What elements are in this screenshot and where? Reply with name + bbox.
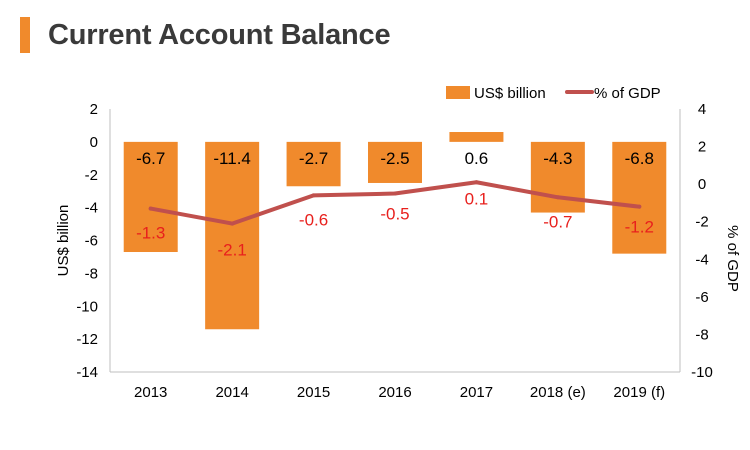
gdp-line-point: [637, 204, 642, 209]
gdp-line-point: [230, 221, 235, 226]
y-left-tick-label: -12: [76, 331, 98, 348]
bar-data-label: -2.7: [299, 149, 328, 168]
x-tick-label: 2019 (f): [613, 384, 665, 401]
y-left-tick-label: -2: [85, 167, 98, 184]
title-accent-bar: [20, 17, 30, 53]
line-data-label: -0.5: [380, 205, 409, 224]
y-left-axis-title: US$ billion: [55, 205, 72, 277]
bar-data-label: -6.8: [625, 149, 654, 168]
chart-title: Current Account Balance: [48, 18, 391, 51]
y-left-tick-label: -4: [85, 200, 98, 217]
title-block: Current Account Balance: [20, 16, 391, 54]
x-tick-label: 2018 (e): [530, 384, 586, 401]
line-data-label: -0.6: [299, 210, 328, 229]
y-right-tick-label: 2: [698, 139, 706, 156]
gdp-line-point: [311, 193, 316, 198]
gdp-line-point: [474, 180, 479, 185]
x-tick-label: 2014: [215, 384, 248, 401]
x-tick-label: 2015: [297, 384, 330, 401]
y-right-axis-title: % of GDP: [724, 225, 741, 292]
bar: [368, 141, 422, 183]
y-right-tick-label: -4: [695, 251, 708, 268]
y-left-tick-label: -6: [85, 233, 98, 250]
y-left-tick-label: -14: [76, 364, 98, 381]
legend-bar-label: US$ billion: [474, 85, 546, 102]
x-tick-label: 2016: [378, 384, 411, 401]
bar: [612, 141, 667, 254]
line-data-label: -1.3: [136, 224, 165, 243]
y-right-tick-label: -2: [695, 214, 708, 231]
legend-line-label: % of GDP: [594, 85, 661, 102]
y-right-tick-label: -10: [691, 364, 713, 381]
line-data-label: -2.1: [217, 241, 246, 260]
gdp-line-point: [555, 195, 560, 200]
y-right-tick-label: 4: [698, 101, 706, 118]
line-data-label: 0.1: [465, 189, 489, 208]
line-data-label: -0.7: [543, 212, 572, 231]
y-left-tick-label: -10: [76, 298, 98, 315]
bar-data-label: -6.7: [136, 149, 165, 168]
gdp-line-point: [393, 191, 397, 196]
legend-bar-swatch: [446, 86, 470, 99]
y-right-tick-label: -6: [695, 289, 708, 306]
bar: [123, 141, 178, 253]
bar-data-label: -11.4: [213, 149, 251, 168]
line-data-label: -1.2: [625, 218, 654, 237]
x-tick-label: 2017: [460, 384, 493, 401]
bar-data-label: -4.3: [543, 149, 572, 168]
bar: [286, 141, 341, 187]
bar: [205, 141, 260, 330]
y-right-tick-label: 0: [698, 176, 706, 193]
bar-data-label: 0.6: [465, 149, 489, 168]
y-left-tick-label: -8: [85, 265, 98, 282]
y-left-tick-label: 0: [90, 134, 98, 151]
gdp-line-point: [148, 206, 153, 211]
y-right-tick-label: -8: [695, 326, 708, 343]
bar: [449, 132, 504, 142]
y-left-tick-label: 2: [90, 101, 98, 118]
bar-data-label: -2.5: [380, 149, 409, 168]
x-tick-label: 2013: [134, 384, 167, 401]
